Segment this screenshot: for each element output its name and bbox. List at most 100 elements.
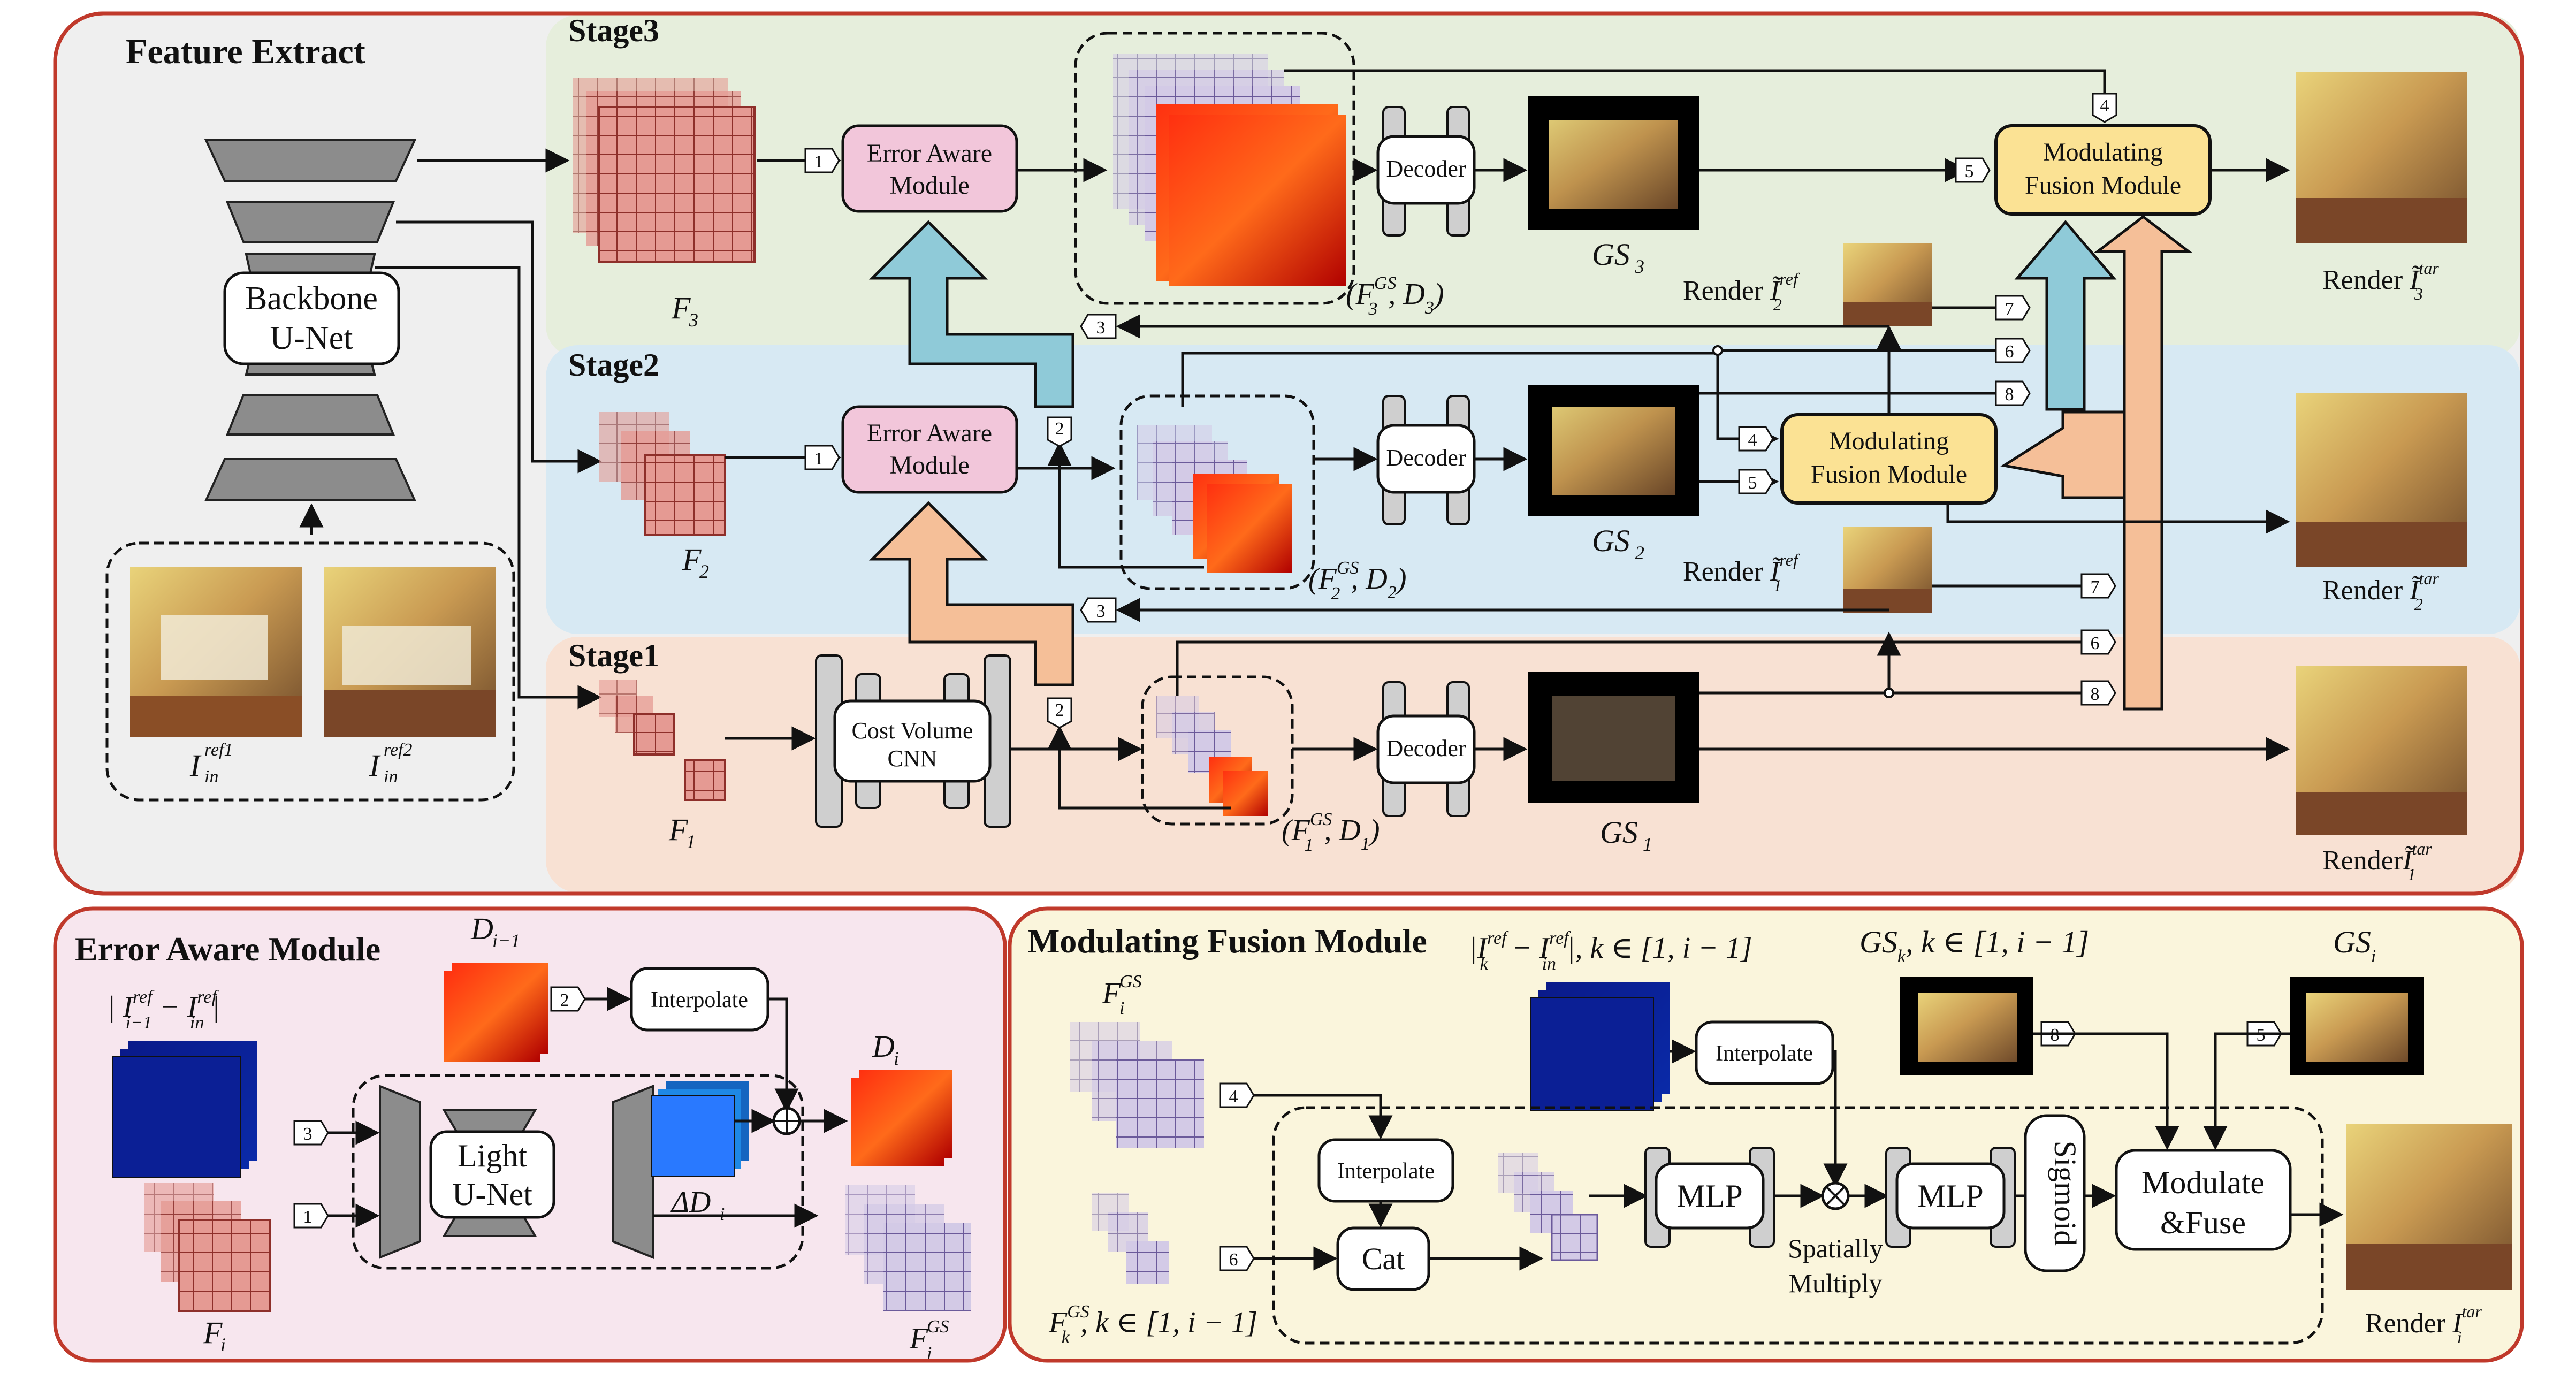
mfm-marker-4 xyxy=(1219,1082,1255,1108)
mfm-spatially-label-2: Multiply xyxy=(1788,1268,1882,1298)
marker-3-s3 xyxy=(1080,314,1117,339)
marker-8-s3-text: 8 xyxy=(2005,385,2014,405)
marker-6-s2-text: 6 xyxy=(2091,634,2100,653)
gaussian-render-gs2 xyxy=(1528,385,1699,516)
marker-1-s3-text: 1 xyxy=(814,152,824,172)
mfm-mlp-2: MLP xyxy=(1885,1147,2016,1248)
gs-feature-stack-s3 xyxy=(1113,54,1346,286)
light-unet-label-1: Light xyxy=(458,1138,527,1173)
marker-1-s2 xyxy=(804,445,840,470)
eam-s3-label-2: Module xyxy=(889,171,969,200)
eam-error-map xyxy=(112,1041,257,1178)
marker-6-s3 xyxy=(1995,338,2031,363)
input-sub-in-1: in xyxy=(204,767,218,787)
gs-feature-stack-s1 xyxy=(1156,696,1268,816)
mfm-marker-4-text: 4 xyxy=(1229,1087,1238,1107)
marker-8-s2 xyxy=(2080,680,2116,706)
mfm-gsi-render xyxy=(2290,977,2424,1075)
f2-label: F xyxy=(682,542,702,577)
mfm-sigmoid-box xyxy=(2024,1114,2086,1272)
mfm-modulate-label-2: &Fuse xyxy=(2160,1205,2246,1240)
mfm-interpolate-box xyxy=(1317,1138,1454,1203)
eam-gs-out-sup: GS xyxy=(927,1317,949,1337)
mfm-sigmoid-label: Sigmoid xyxy=(2048,1141,2083,1246)
backbone-encoder-decoder: Backbone U-Net xyxy=(204,139,417,501)
marker-8-s3 xyxy=(1995,380,2031,406)
input-sup-ref1: ref1 xyxy=(204,740,233,760)
cost-volume-cnn: Cost Volume CNN xyxy=(815,654,1011,828)
orange-arrow-mfm-s3 xyxy=(2093,215,2193,711)
mfm-error-map xyxy=(1530,982,1670,1111)
stage1-title: Stage1 xyxy=(568,638,659,673)
mfm-gs-feature-fi xyxy=(1070,1022,1204,1148)
delta-d-map xyxy=(651,1081,749,1177)
gs-feature-stack-s2 xyxy=(1137,425,1292,573)
render-label-s3: Render Ĩtar 3 xyxy=(2322,258,2439,303)
marker-5-s3 xyxy=(1955,157,1991,183)
input-sup-ref2: ref2 xyxy=(384,740,413,760)
eam-inner-group xyxy=(352,1074,804,1270)
marker-1-s2-text: 1 xyxy=(814,449,824,469)
eam-s2-label-1: Error Aware xyxy=(867,419,992,447)
f3-sub: 3 xyxy=(688,309,698,331)
gs3-sub: 3 xyxy=(1634,256,1644,277)
eam-gs-feature-out xyxy=(845,1185,971,1311)
mfm-modulate-box xyxy=(2115,1149,2292,1251)
mfm-marker-6 xyxy=(1219,1246,1255,1271)
marker-5-s3-text: 5 xyxy=(1965,162,1974,181)
mfm-mlp-1: MLP xyxy=(1644,1147,1775,1248)
marker-4-s2-text: 4 xyxy=(1748,430,1757,450)
eam-fi-label: F xyxy=(203,1315,223,1350)
input-images-box xyxy=(105,541,515,802)
blue-arrow-eam-s3 xyxy=(868,220,1074,408)
feature-map-f2 xyxy=(599,412,726,536)
mfm-render-label: Render Itar i xyxy=(2365,1302,2482,1347)
mfm-interpolate-label: Interpolate xyxy=(1337,1159,1435,1184)
marker-7-s3-text: 7 xyxy=(2005,299,2014,319)
eam-gs-out-label: F xyxy=(909,1322,928,1355)
marker-1-s3 xyxy=(804,148,840,173)
input-label-ref1: I xyxy=(189,748,202,783)
decoder-s1-label: Decoder xyxy=(1386,735,1466,761)
mfm-s2-label-1: Modulating xyxy=(1829,427,1949,455)
render-target-s3 xyxy=(2296,72,2467,243)
mfm-s2-label-2: Fusion Module xyxy=(1811,460,1967,489)
marker-8-s2-text: 8 xyxy=(2091,684,2100,704)
mfm-mlp-2-label: MLP xyxy=(1917,1178,1983,1214)
mfm-gsk-label: GSk, k ∈ [1, i − 1] xyxy=(1859,925,2089,966)
orange-arrow-eam-s2 xyxy=(868,501,1074,686)
cost-volume-label-1: Cost Volume xyxy=(852,718,973,744)
blue-arrow-mfm-s3 xyxy=(2014,220,2117,411)
gs2-sub: 2 xyxy=(1635,542,1644,563)
stage2-title: Stage2 xyxy=(568,347,659,383)
f3-label: F xyxy=(671,291,691,325)
eam-s2-label-2: Module xyxy=(889,451,969,479)
mfm-fi-sub: i xyxy=(1119,998,1124,1018)
eam-d-cur xyxy=(851,1070,952,1166)
eam-d-cur-label: D xyxy=(872,1029,895,1064)
gs2-label: GS xyxy=(1592,523,1630,558)
mfm-marker-6-text: 6 xyxy=(1229,1250,1238,1270)
delta-d-sub: i xyxy=(720,1204,725,1224)
mfm-gs-feature-fk xyxy=(1092,1193,1169,1284)
mfm-panel-title: Modulating Fusion Module xyxy=(1027,922,1427,960)
eam-marker-1 xyxy=(293,1203,329,1229)
eam-marker-1-text: 1 xyxy=(303,1207,313,1227)
mfm-s3-label-2: Fusion Module xyxy=(2025,171,2181,200)
gs1-sub: 1 xyxy=(1643,834,1652,855)
eam-d-prev-sub: i−1 xyxy=(492,930,520,951)
feature-extract-title: Feature Extract xyxy=(126,32,365,71)
marker-3-s2-text: 3 xyxy=(1096,601,1106,621)
mfm-s3-label-1: Modulating xyxy=(2043,138,2163,166)
mfm-mlp-1-label: MLP xyxy=(1676,1178,1742,1214)
mfm-fi-label: F xyxy=(1102,977,1121,1010)
mfm-render-output xyxy=(2346,1124,2512,1290)
eam-s3-label-1: Error Aware xyxy=(867,139,992,167)
eam-box-s2 xyxy=(841,405,1018,494)
eam-interpolate-label: Interpolate xyxy=(651,988,748,1012)
mfm-modulate-label-1: Modulate xyxy=(2141,1165,2265,1200)
f1-label: F xyxy=(668,812,688,847)
eam-marker-2 xyxy=(550,986,586,1012)
backbone-unet-box xyxy=(223,271,400,365)
